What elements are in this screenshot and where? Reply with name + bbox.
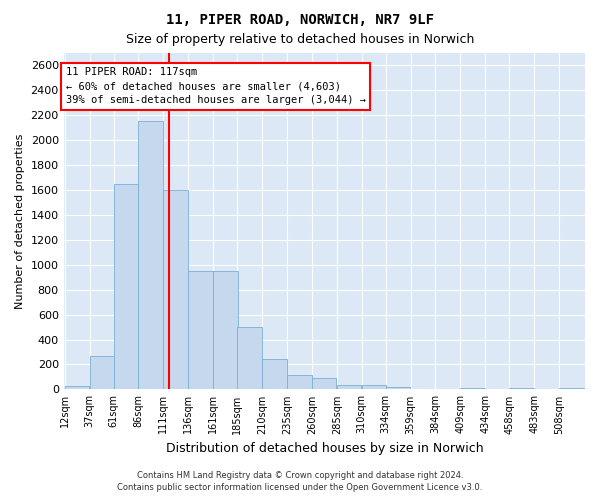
Y-axis label: Number of detached properties: Number of detached properties — [15, 134, 25, 308]
Text: 11, PIPER ROAD, NORWICH, NR7 9LF: 11, PIPER ROAD, NORWICH, NR7 9LF — [166, 12, 434, 26]
Bar — [362, 385, 386, 390]
Bar — [139, 121, 163, 390]
Bar — [485, 389, 510, 390]
Bar — [312, 378, 337, 390]
Bar — [188, 271, 213, 390]
Bar — [509, 388, 534, 390]
X-axis label: Distribution of detached houses by size in Norwich: Distribution of detached houses by size … — [166, 442, 483, 455]
Bar — [213, 271, 238, 390]
Bar — [237, 327, 262, 390]
Bar — [113, 184, 138, 390]
Text: 11 PIPER ROAD: 117sqm
← 60% of detached houses are smaller (4,603)
39% of semi-d: 11 PIPER ROAD: 117sqm ← 60% of detached … — [65, 68, 365, 106]
Bar — [386, 387, 410, 390]
Bar — [89, 356, 114, 390]
Text: Size of property relative to detached houses in Norwich: Size of property relative to detached ho… — [126, 32, 474, 46]
Bar — [460, 388, 485, 390]
Bar — [559, 388, 584, 390]
Bar — [287, 375, 311, 390]
Bar — [534, 389, 559, 390]
Bar — [436, 389, 460, 390]
Bar — [337, 385, 361, 390]
Bar — [163, 190, 188, 390]
Bar — [262, 360, 287, 390]
Bar — [410, 389, 435, 390]
Text: Contains HM Land Registry data © Crown copyright and database right 2024.
Contai: Contains HM Land Registry data © Crown c… — [118, 471, 482, 492]
Bar — [65, 386, 89, 390]
